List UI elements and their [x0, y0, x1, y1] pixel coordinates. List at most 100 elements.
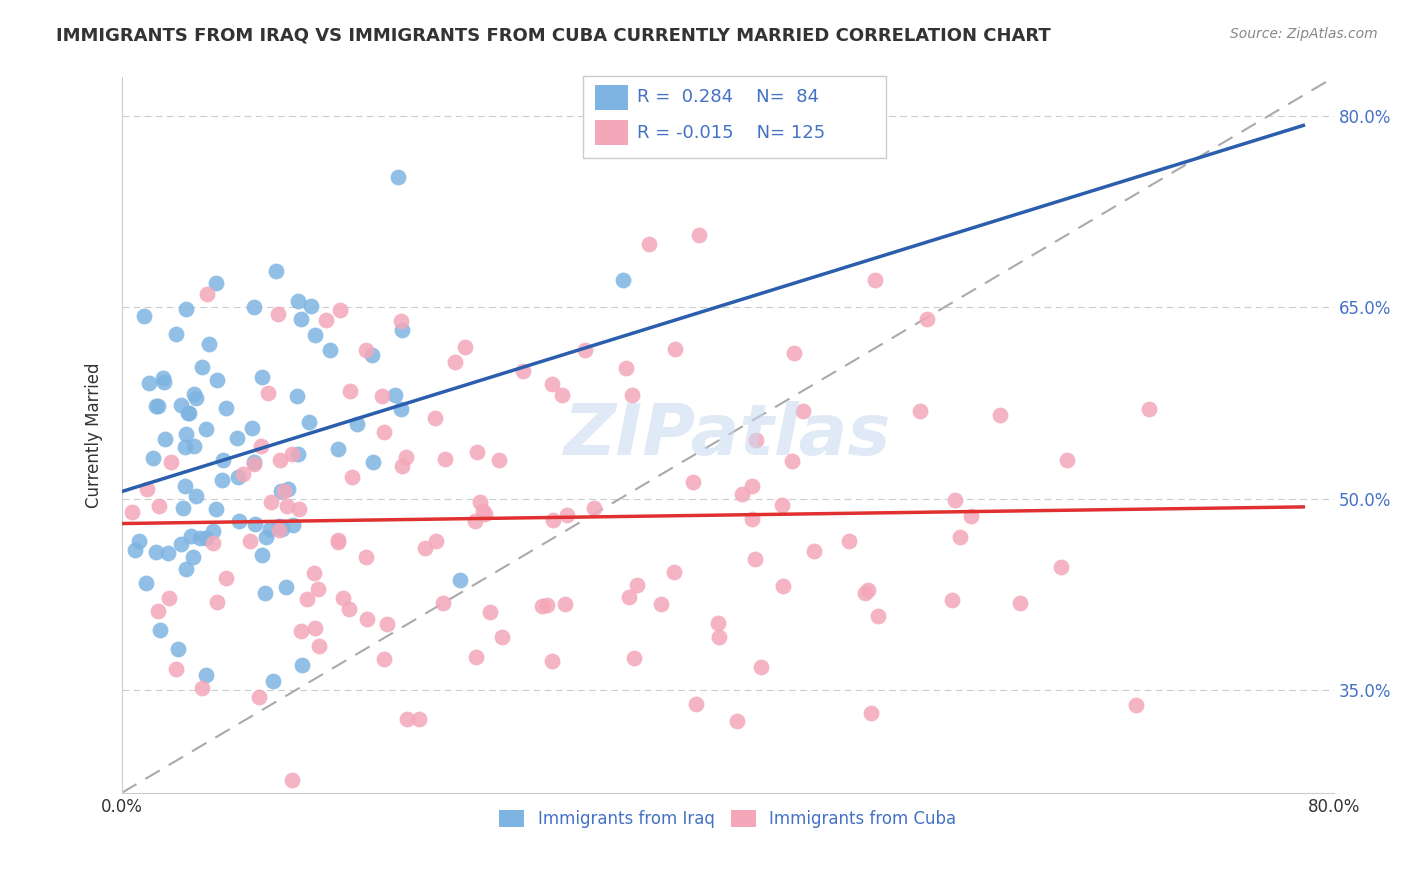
- Point: [988, 409, 1011, 423]
- Point: [121, 505, 143, 519]
- Point: [433, 451, 456, 466]
- Point: [226, 469, 249, 483]
- Point: [780, 454, 803, 468]
- Point: [554, 597, 576, 611]
- Point: [145, 544, 167, 558]
- Point: [415, 541, 437, 556]
- Point: [959, 509, 981, 524]
- Point: [205, 501, 228, 516]
- Point: [346, 417, 368, 431]
- Point: [425, 533, 447, 548]
- Point: [172, 500, 194, 515]
- Point: [551, 388, 574, 402]
- Point: [176, 302, 198, 317]
- Point: [491, 630, 513, 644]
- Point: [295, 592, 318, 607]
- Point: [288, 501, 311, 516]
- Point: [128, 534, 150, 549]
- Point: [153, 432, 176, 446]
- Point: [269, 452, 291, 467]
- Point: [943, 493, 966, 508]
- Point: [749, 660, 772, 674]
- Point: [361, 455, 384, 469]
- Point: [623, 650, 645, 665]
- Point: [744, 434, 766, 448]
- Point: [574, 343, 596, 357]
- Point: [243, 516, 266, 531]
- Point: [389, 314, 412, 328]
- Point: [254, 530, 277, 544]
- Point: [276, 580, 298, 594]
- Point: [454, 340, 477, 354]
- Point: [291, 657, 314, 672]
- Point: [540, 377, 562, 392]
- Point: [201, 524, 224, 538]
- Point: [664, 342, 686, 356]
- Point: [264, 264, 287, 278]
- Point: [186, 392, 208, 406]
- Point: [803, 543, 825, 558]
- Point: [941, 593, 963, 607]
- Point: [148, 604, 170, 618]
- Text: ZIPatlas: ZIPatlas: [564, 401, 891, 469]
- Point: [152, 376, 174, 390]
- Point: [530, 599, 553, 613]
- Point: [135, 576, 157, 591]
- Point: [307, 582, 329, 597]
- Point: [391, 323, 413, 337]
- Point: [408, 713, 430, 727]
- Point: [664, 565, 686, 579]
- Point: [472, 503, 495, 517]
- Point: [180, 529, 202, 543]
- Point: [356, 612, 378, 626]
- Point: [146, 399, 169, 413]
- Point: [389, 402, 412, 417]
- Point: [863, 273, 886, 287]
- Point: [423, 411, 446, 425]
- Point: [432, 596, 454, 610]
- Point: [170, 398, 193, 412]
- Point: [253, 586, 276, 600]
- Point: [157, 591, 180, 606]
- Point: [228, 514, 250, 528]
- Point: [134, 309, 156, 323]
- Point: [166, 662, 188, 676]
- Point: [373, 425, 395, 439]
- Point: [650, 598, 672, 612]
- Point: [287, 447, 309, 461]
- Point: [555, 508, 578, 522]
- Point: [167, 642, 190, 657]
- Point: [373, 651, 395, 665]
- Point: [915, 311, 938, 326]
- Point: [249, 439, 271, 453]
- Point: [259, 522, 281, 536]
- Point: [179, 406, 201, 420]
- Point: [302, 566, 325, 580]
- Point: [299, 299, 322, 313]
- Text: R =  0.284    N=  84: R = 0.284 N= 84: [637, 88, 818, 106]
- Point: [468, 495, 491, 509]
- Point: [205, 277, 228, 291]
- Point: [211, 474, 233, 488]
- Point: [142, 450, 165, 465]
- Point: [194, 531, 217, 545]
- Point: [243, 458, 266, 472]
- Point: [474, 507, 496, 521]
- Point: [287, 388, 309, 402]
- Point: [281, 772, 304, 787]
- Point: [464, 514, 486, 528]
- Point: [225, 431, 247, 445]
- Point: [612, 273, 634, 287]
- Point: [281, 447, 304, 461]
- Point: [267, 307, 290, 321]
- Point: [340, 470, 363, 484]
- Point: [232, 467, 254, 482]
- Point: [243, 300, 266, 314]
- Point: [181, 549, 204, 564]
- Point: [741, 512, 763, 526]
- Point: [741, 479, 763, 493]
- Point: [165, 327, 187, 342]
- Point: [685, 697, 707, 711]
- Point: [744, 552, 766, 566]
- Point: [145, 400, 167, 414]
